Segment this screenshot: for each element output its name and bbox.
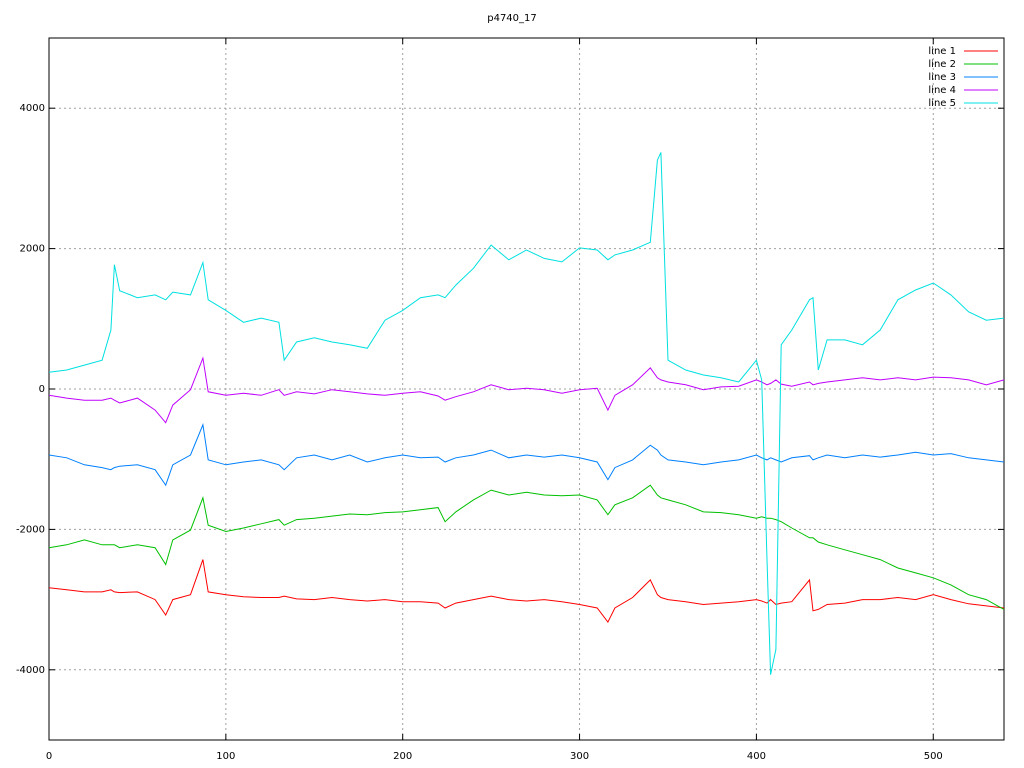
y-tick-label: 2000 <box>20 244 45 255</box>
data-line <box>48 356 1005 424</box>
x-tick-label: 200 <box>393 751 412 762</box>
data-line <box>48 422 1005 487</box>
legend-label: line 4 <box>928 85 956 96</box>
x-tick-label: 300 <box>570 751 589 762</box>
x-tick-label: 0 <box>46 751 52 762</box>
chart-title: p4740_17 <box>487 13 537 24</box>
data-line <box>48 484 1005 610</box>
y-tick-label: -2000 <box>16 524 45 535</box>
data-line <box>48 559 1005 624</box>
y-tick-label: -4000 <box>16 665 45 676</box>
y-tick-label: 4000 <box>20 103 45 114</box>
x-tick-label: 500 <box>924 751 943 762</box>
data-line <box>48 152 1005 675</box>
x-tick-label: 100 <box>216 751 235 762</box>
legend-label: line 2 <box>928 59 956 70</box>
legend-label: line 5 <box>928 98 956 109</box>
legend-label: line 3 <box>928 72 956 83</box>
y-tick-label: 0 <box>39 384 45 395</box>
plot-frame <box>48 37 1005 741</box>
legend-label: line 1 <box>928 46 956 57</box>
x-tick-label: 400 <box>747 751 766 762</box>
